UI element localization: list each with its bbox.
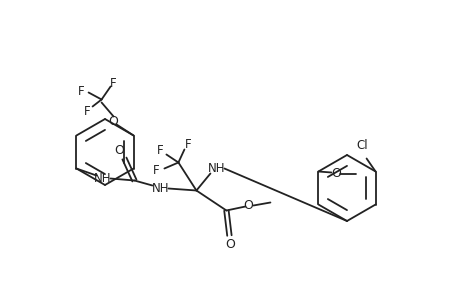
Text: O: O [108, 115, 118, 128]
Text: O: O [225, 238, 235, 251]
Text: O: O [331, 167, 341, 180]
Text: Cl: Cl [356, 139, 368, 152]
Text: NH: NH [94, 172, 111, 185]
Text: F: F [157, 144, 163, 157]
Text: NH: NH [151, 182, 169, 195]
Text: F: F [84, 105, 91, 118]
Text: F: F [78, 85, 85, 98]
Text: F: F [185, 138, 191, 151]
Text: O: O [243, 199, 253, 212]
Text: O: O [114, 144, 124, 157]
Text: NH: NH [207, 162, 225, 175]
Text: F: F [153, 164, 159, 177]
Text: F: F [110, 77, 117, 90]
